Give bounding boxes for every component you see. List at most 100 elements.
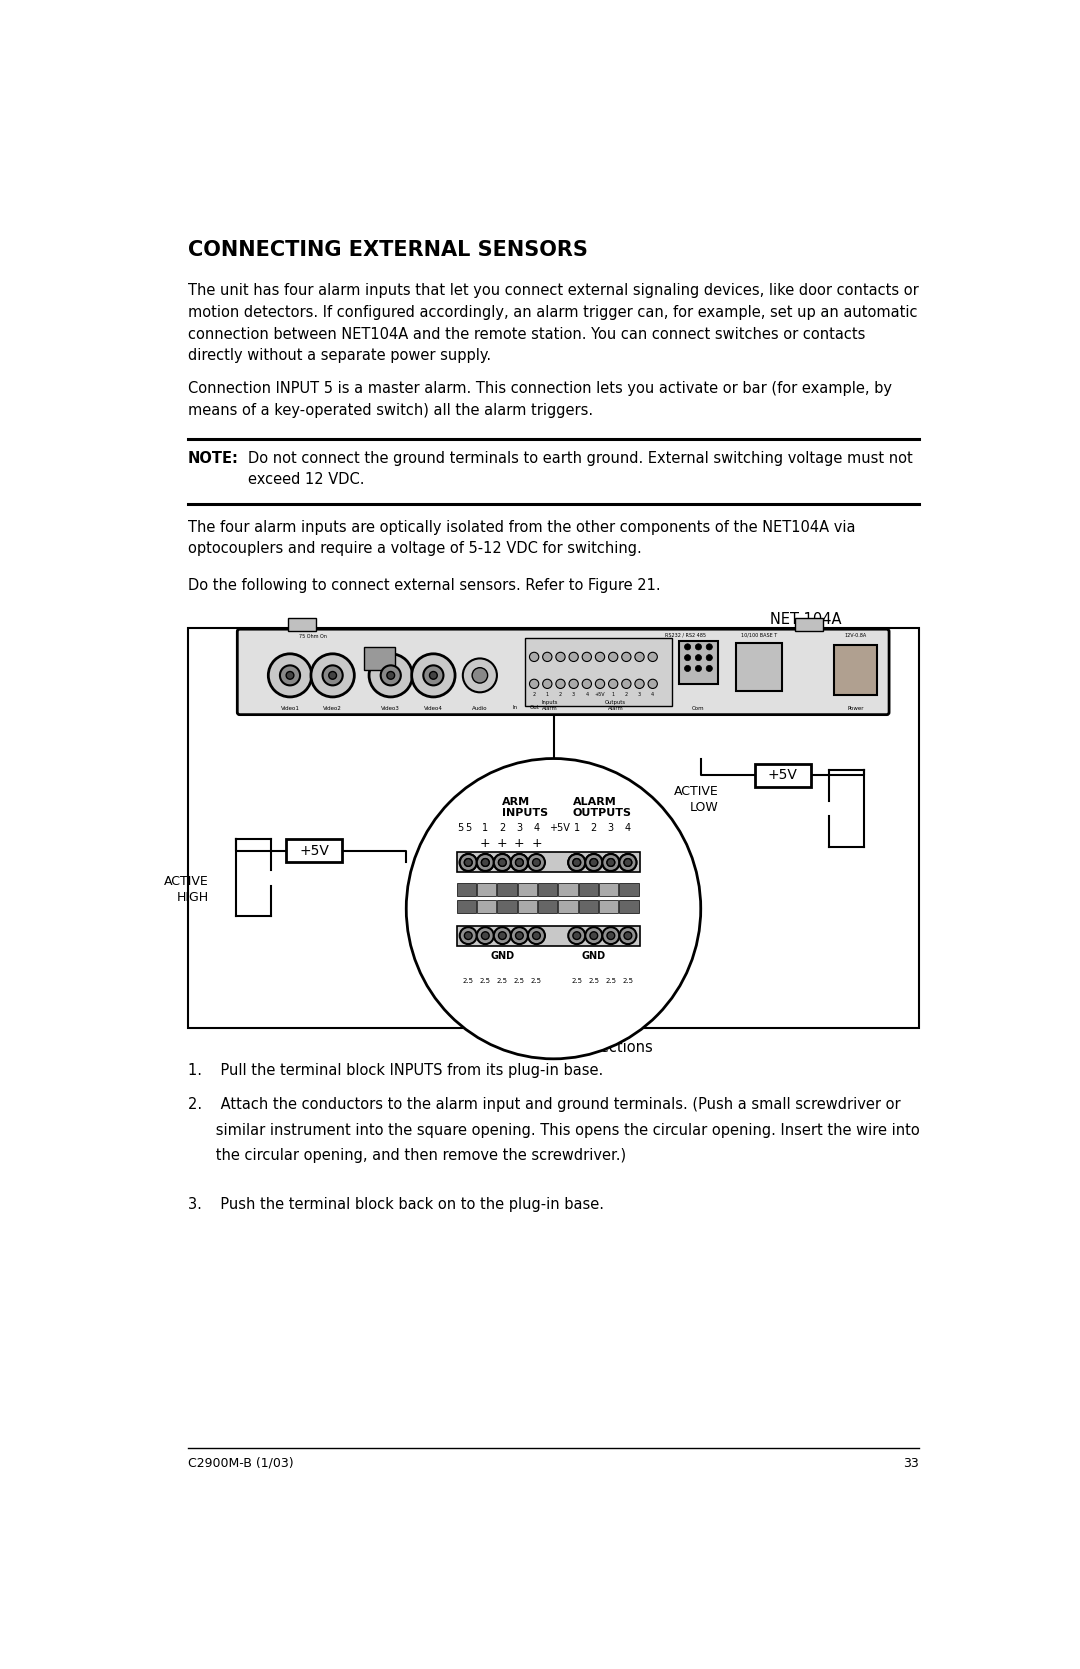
Text: 2: 2 — [499, 823, 505, 833]
Text: 75 Ohm On: 75 Ohm On — [299, 634, 327, 639]
Circle shape — [499, 858, 507, 866]
Bar — [497, 883, 517, 896]
Text: The four alarm inputs are optically isolated from the other components of the NE: The four alarm inputs are optically isol… — [188, 519, 855, 556]
Circle shape — [608, 679, 618, 688]
Bar — [579, 900, 598, 913]
Text: 1: 1 — [573, 823, 580, 833]
Bar — [525, 638, 672, 706]
Circle shape — [696, 644, 702, 649]
Text: 2.5: 2.5 — [571, 978, 582, 985]
Circle shape — [608, 653, 618, 661]
Circle shape — [556, 653, 565, 661]
Text: 2: 2 — [591, 823, 597, 833]
Bar — [188, 628, 919, 1028]
Circle shape — [685, 666, 691, 671]
Bar — [287, 618, 315, 631]
Circle shape — [369, 654, 413, 698]
Text: 4: 4 — [625, 823, 631, 833]
Text: 2.5: 2.5 — [462, 978, 474, 985]
Text: 4: 4 — [651, 693, 654, 698]
Text: +: + — [531, 836, 542, 850]
Circle shape — [685, 644, 691, 649]
Text: +5V: +5V — [299, 845, 329, 858]
Text: +5V: +5V — [595, 693, 605, 698]
Text: Alarm: Alarm — [608, 706, 623, 711]
Bar — [735, 643, 782, 691]
Bar — [517, 900, 537, 913]
Circle shape — [706, 654, 713, 661]
Text: In: In — [512, 704, 517, 709]
Bar — [477, 883, 497, 896]
Circle shape — [635, 679, 644, 688]
Text: 3.    Push the terminal block back on to the plug-in base.: 3. Push the terminal block back on to th… — [188, 1197, 604, 1212]
Circle shape — [430, 671, 437, 679]
Text: The unit has four alarm inputs that let you connect external signaling devices, : The unit has four alarm inputs that let … — [188, 284, 918, 364]
Text: +: + — [514, 836, 525, 850]
Text: 2.5: 2.5 — [606, 978, 617, 985]
Text: CONNECTING EXTERNAL SENSORS: CONNECTING EXTERNAL SENSORS — [188, 240, 588, 260]
Circle shape — [569, 679, 578, 688]
Text: 2.5: 2.5 — [589, 978, 599, 985]
Circle shape — [603, 855, 619, 871]
Text: Connection INPUT 5 is a master alarm. This connection lets you activate or bar (: Connection INPUT 5 is a master alarm. Th… — [188, 381, 892, 417]
Circle shape — [648, 653, 658, 661]
Text: Video3: Video3 — [381, 706, 401, 711]
Bar — [457, 853, 639, 873]
Text: 2: 2 — [559, 693, 562, 698]
Circle shape — [511, 928, 528, 945]
Circle shape — [532, 858, 540, 866]
Circle shape — [696, 654, 702, 661]
Circle shape — [582, 653, 592, 661]
Circle shape — [515, 858, 524, 866]
Bar — [795, 618, 823, 631]
Text: ACTIVE
LOW: ACTIVE LOW — [674, 784, 718, 814]
Circle shape — [635, 653, 644, 661]
Circle shape — [568, 855, 585, 871]
Circle shape — [624, 931, 632, 940]
Circle shape — [460, 928, 476, 945]
Text: Audio: Audio — [472, 706, 488, 711]
Circle shape — [706, 644, 713, 649]
Text: RS232 / RS2 485: RS232 / RS2 485 — [665, 633, 705, 638]
Text: 2.5: 2.5 — [531, 978, 542, 985]
Circle shape — [411, 654, 455, 698]
Circle shape — [528, 928, 545, 945]
Circle shape — [464, 858, 472, 866]
Text: GND: GND — [582, 951, 606, 961]
Text: Figure 21.: Figure 21. — [511, 1040, 596, 1055]
Circle shape — [542, 679, 552, 688]
Circle shape — [268, 654, 312, 698]
Bar — [477, 900, 497, 913]
Circle shape — [622, 653, 631, 661]
Bar — [538, 900, 557, 913]
Bar — [599, 900, 619, 913]
Circle shape — [476, 855, 494, 871]
Circle shape — [472, 668, 488, 683]
Text: NOTE:: NOTE: — [188, 451, 239, 466]
Circle shape — [464, 858, 472, 866]
Circle shape — [323, 666, 342, 686]
Circle shape — [482, 858, 489, 866]
Bar — [364, 648, 395, 669]
Text: 2.5: 2.5 — [622, 978, 633, 985]
Text: Do not connect the ground terminals to earth ground. External switching voltage : Do not connect the ground terminals to e… — [248, 451, 913, 487]
Circle shape — [328, 671, 337, 679]
Bar — [497, 900, 517, 913]
Text: Power: Power — [848, 706, 864, 711]
Circle shape — [482, 931, 489, 940]
Circle shape — [532, 931, 540, 940]
Text: ALARM
OUTPUTS: ALARM OUTPUTS — [572, 798, 632, 818]
Circle shape — [619, 928, 636, 945]
Circle shape — [387, 671, 394, 679]
Circle shape — [511, 855, 528, 871]
Circle shape — [603, 928, 619, 945]
Circle shape — [568, 928, 585, 945]
Circle shape — [380, 666, 401, 686]
Circle shape — [607, 858, 615, 866]
Circle shape — [311, 654, 354, 698]
Text: the circular opening, and then remove the screwdriver.): the circular opening, and then remove th… — [188, 1148, 625, 1163]
Bar — [558, 883, 578, 896]
Text: 1: 1 — [611, 693, 615, 698]
Circle shape — [582, 679, 592, 688]
Circle shape — [463, 659, 497, 693]
